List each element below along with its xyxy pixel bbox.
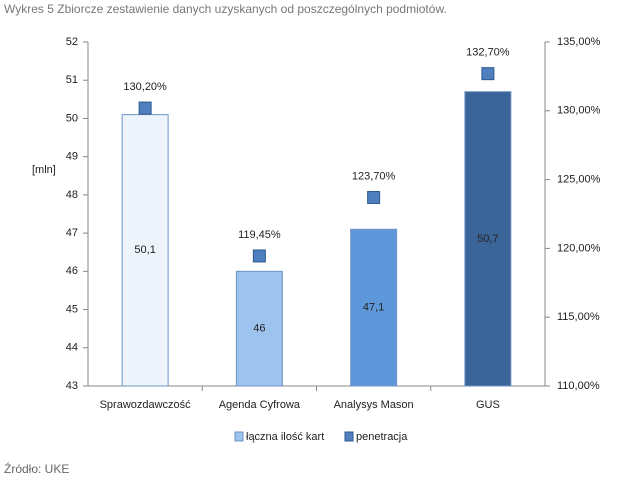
y-tick-label: 45 (66, 303, 78, 315)
marker (481, 67, 495, 81)
x-tick-label: Sprawozdawczość (100, 399, 192, 411)
y-tick-label: 51 (66, 74, 78, 86)
y-tick-label: 49 (66, 151, 78, 163)
y-tick-label: 52 (66, 36, 78, 48)
marker (252, 249, 266, 263)
legend-swatch (344, 431, 354, 442)
bar-value-label: 46 (253, 323, 265, 335)
y2-tick-label: 135,00% (557, 36, 601, 48)
y-tick-label: 44 (66, 342, 78, 354)
x-tick-label: Analysys Mason (334, 399, 414, 411)
y-tick-label: 46 (66, 265, 78, 277)
y-tick-label: 47 (66, 227, 78, 239)
legend-label: penetracja (356, 431, 408, 443)
marker-value-label: 123,70% (352, 170, 396, 182)
y2-tick-label: 125,00% (557, 174, 601, 186)
legend-swatch (234, 431, 244, 442)
bar (464, 91, 512, 387)
bar (121, 114, 169, 387)
y2-tick-label: 115,00% (557, 311, 600, 323)
marker (367, 190, 381, 204)
bar (350, 228, 398, 387)
y2-tick-label: 130,00% (557, 105, 601, 117)
x-tick-label: Agenda Cyfrowa (219, 399, 301, 411)
y-axis-label: [mln] (32, 164, 56, 176)
y2-tick-label: 120,00% (557, 242, 601, 254)
y-tick-label: 50 (66, 112, 78, 124)
bar-value-label: 50,1 (134, 244, 155, 256)
marker-value-label: 130,20% (123, 81, 167, 93)
y-tick-label: 48 (66, 189, 78, 201)
legend-label: łączna ilość kart (246, 431, 324, 443)
marker (138, 101, 152, 115)
bar-value-label: 50,7 (477, 233, 498, 245)
source: Źródło: UKE (4, 461, 69, 476)
y-tick-label: 43 (66, 380, 78, 392)
chart-title: Wykres 5 Zbiorcze zestawienie danych uzy… (4, 2, 447, 16)
x-tick-label: GUS (476, 399, 500, 411)
bar-value-label: 47,1 (363, 302, 384, 314)
bar (235, 270, 283, 387)
marker-value-label: 119,45% (238, 229, 281, 241)
y2-tick-label: 110,00% (557, 380, 600, 392)
marker-value-label: 132,70% (466, 47, 510, 59)
